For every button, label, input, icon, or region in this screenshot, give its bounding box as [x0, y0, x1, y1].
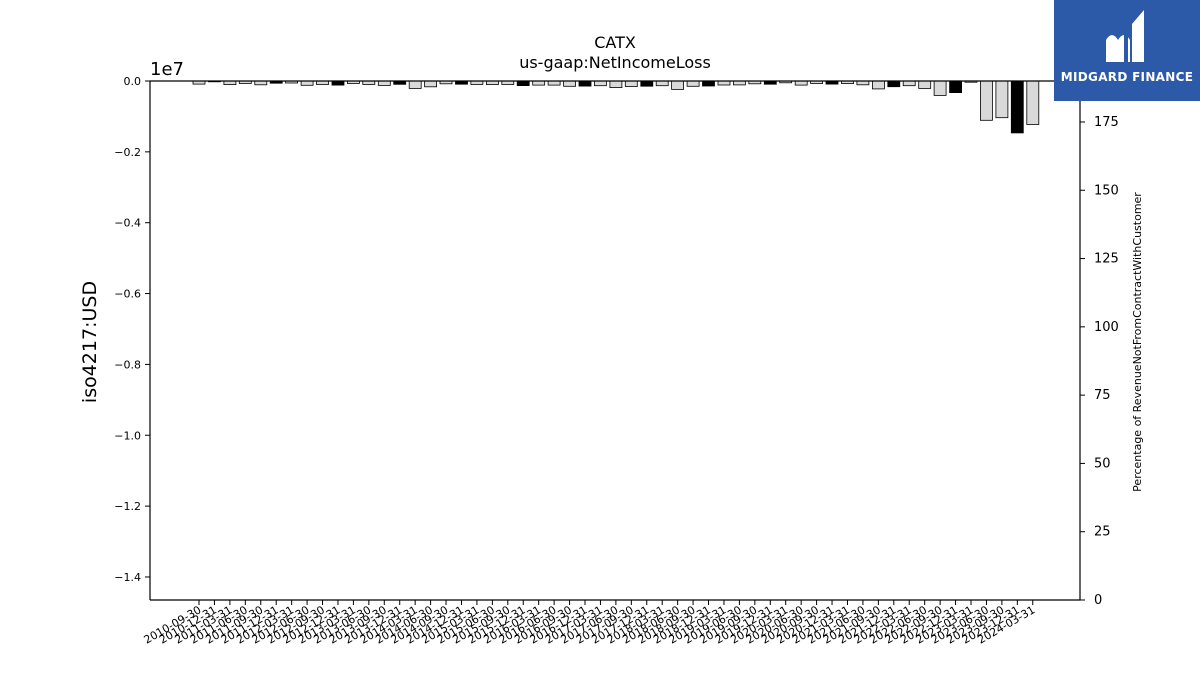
- axes-group: [149, 80, 1081, 601]
- bar-2012-06-30: [300, 80, 314, 86]
- chart-subtitle: us-gaap:NetIncomeLoss: [519, 53, 711, 72]
- bar-2016-09-30: [563, 80, 576, 87]
- y-tick-label: 0.0: [124, 75, 142, 88]
- y2-tick-label: 50: [1094, 456, 1111, 471]
- y-tick-label: −1.0: [114, 429, 141, 442]
- logo: MIDGARD FINANCE: [1054, 0, 1200, 101]
- bar-2018-06-30: [671, 80, 684, 90]
- y2-axis-label: Percentage of RevenueNotFromContractWith…: [1131, 192, 1144, 492]
- y2-tick-label: 125: [1094, 252, 1119, 267]
- y2-tick-label: 150: [1094, 183, 1119, 198]
- bar-2020-06-30: [794, 80, 808, 86]
- bar-2013-09-30: [377, 80, 391, 86]
- bar-2012-12-31: [331, 80, 345, 86]
- y-tick-label: −0.2: [114, 146, 141, 159]
- bar-2018-12-31: [702, 80, 715, 87]
- bar-2021-12-31: [887, 80, 901, 88]
- bar-2018-09-30: [686, 80, 700, 87]
- bar-2021-09-30: [872, 80, 885, 90]
- bar-2016-06-30: [547, 80, 561, 86]
- logo-mark-icon: [1106, 10, 1144, 64]
- y-offset-label: 1e7: [150, 59, 184, 80]
- y-tick-label: −0.6: [114, 288, 141, 301]
- chart-title: CATX: [594, 33, 636, 52]
- logo-text: MIDGARD FINANCE: [1060, 70, 1194, 84]
- y-axis-label: iso4217:USD: [79, 281, 101, 403]
- bar-2016-12-31: [578, 80, 592, 87]
- y2-tick-label: 0: [1094, 593, 1102, 608]
- y2-tick-label: 25: [1094, 525, 1111, 540]
- y-tick-label: −1.4: [114, 571, 141, 584]
- bar-2016-03-31: [532, 80, 546, 86]
- bar-2018-03-31: [655, 80, 669, 87]
- bar-2015-12-31: [516, 80, 530, 86]
- y-tick-label: −0.4: [114, 217, 141, 230]
- bar-2017-03-31: [594, 80, 607, 87]
- bar-2017-09-30: [624, 80, 638, 87]
- bar-2017-12-31: [640, 80, 654, 87]
- bars-group: [192, 80, 1040, 134]
- y-tick-label: −1.2: [114, 500, 141, 513]
- bar-2022-03-31: [902, 80, 916, 87]
- bar-2023-12-31: [1010, 80, 1024, 134]
- bar-2014-03-31: [408, 80, 422, 89]
- bar-2022-12-31: [949, 80, 962, 94]
- bar-2022-06-30: [918, 80, 932, 89]
- y-tick-label: −0.8: [114, 358, 141, 371]
- bar-2022-09-30: [933, 80, 947, 96]
- bar-2024-03-31: [1026, 80, 1040, 125]
- y2-tick-label: 100: [1094, 320, 1119, 335]
- ticks-group: 0.0 −0.2 −0.4 −0.6 −0.8 −1.0 −1.2 −1.4 0 25 50 75 10…: [114, 75, 1119, 647]
- bar-2023-09-30: [995, 80, 1009, 119]
- y2-tick-label: 175: [1094, 115, 1119, 130]
- bar-2023-06-30: [980, 80, 993, 121]
- y2-tick-label: 75: [1094, 388, 1111, 403]
- bar-2017-06-30: [609, 80, 623, 88]
- bar-2014-06-30: [424, 80, 438, 88]
